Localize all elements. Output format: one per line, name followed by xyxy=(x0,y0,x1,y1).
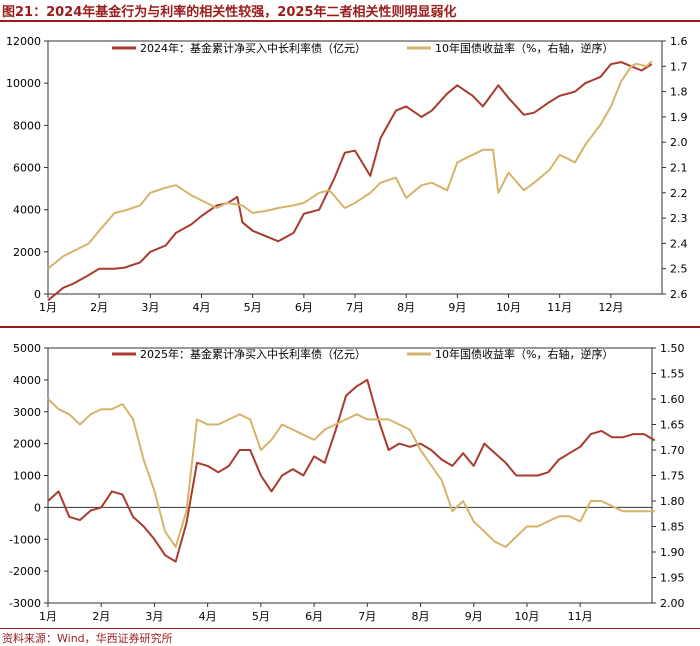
chart-2024: 0 2000 4000 6000 8000 10000 12000 1.6 1.7 1.8 1.9 2… xyxy=(6,35,688,314)
right-tick-label: 2.0 xyxy=(670,136,688,149)
right-tick-label: 1.70 xyxy=(660,444,685,457)
left-tick-label: 3000 xyxy=(13,406,41,419)
left-tick-label: 4000 xyxy=(13,204,41,217)
left-tick-label: 2000 xyxy=(13,438,41,451)
chart-2025: -3000 -2000 -1000 0 1000 2000 3000 4000 5000 1.50… xyxy=(9,342,685,623)
x-tick-label: 8月 xyxy=(412,610,430,623)
fund-series-line xyxy=(47,61,653,302)
right-tick-label: 2.5 xyxy=(670,263,688,276)
left-tick-label: -2000 xyxy=(9,565,41,578)
x-tick-label: 4月 xyxy=(193,301,211,314)
left-tick-label: 4000 xyxy=(13,374,41,387)
right-tick-label: 1.55 xyxy=(660,368,685,381)
x-tick-label: 10月 xyxy=(514,610,539,623)
right-tick-label: 1.7 xyxy=(670,60,688,73)
x-tick-label: 4月 xyxy=(199,610,217,623)
x-tick-label: 3月 xyxy=(145,610,163,623)
top-rule xyxy=(0,20,700,22)
bottom-rule xyxy=(0,628,700,629)
x-tick-label: 11月 xyxy=(547,301,572,314)
x-tick-label: 6月 xyxy=(305,610,323,623)
left-tick-label: 5000 xyxy=(13,342,41,355)
left-tick-label: -3000 xyxy=(9,597,41,610)
x-tick-label: 10月 xyxy=(496,301,521,314)
right-tick-label: 2.6 xyxy=(670,288,688,301)
left-tick-label: 10000 xyxy=(6,77,41,90)
right-tick-label: 1.6 xyxy=(670,35,688,48)
plot-frame xyxy=(47,347,653,604)
left-tick-label: -1000 xyxy=(9,533,41,546)
right-tick-label: 1.9 xyxy=(670,111,688,124)
right-tick-label: 1.60 xyxy=(660,393,685,406)
x-tick-label: 1月 xyxy=(39,610,57,623)
x-tick-label: 5月 xyxy=(244,301,262,314)
x-tick-label: 2月 xyxy=(90,301,108,314)
x-tick-label: 9月 xyxy=(448,301,466,314)
right-tick-label: 2.1 xyxy=(670,162,688,175)
right-tick-label: 1.95 xyxy=(660,572,685,585)
right-tick-label: 1.80 xyxy=(660,495,685,508)
right-tick-label: 1.65 xyxy=(660,419,685,432)
left-tick-label: 1000 xyxy=(13,470,41,483)
right-tick-label: 2.2 xyxy=(670,187,688,200)
x-tick-label: 7月 xyxy=(346,301,364,314)
left-tick-label: 8000 xyxy=(13,119,41,132)
yield-series-line xyxy=(47,398,655,548)
source-note: 资料来源：Wind，华西证券研究所 xyxy=(2,632,173,645)
legend-label-fund: 2024年：基金累计净买入中长利率债（亿元） xyxy=(140,41,366,55)
x-tick-label: 11月 xyxy=(568,610,593,623)
right-tick-label: 1.50 xyxy=(660,342,685,355)
left-tick-label: 0 xyxy=(34,501,41,514)
x-tick-label: 9月 xyxy=(465,610,483,623)
x-tick-label: 8月 xyxy=(397,301,415,314)
x-tick-label: 3月 xyxy=(141,301,159,314)
x-tick-label: 7月 xyxy=(358,610,376,623)
left-tick-label: 6000 xyxy=(13,162,41,175)
legend-label-yield: 10年国债收益率（%，右轴，逆序） xyxy=(435,41,613,55)
x-tick-label: 1月 xyxy=(39,301,57,314)
legend-label-fund: 2025年：基金累计净买入中长利率债（亿元） xyxy=(140,347,366,361)
right-tick-label: 2.4 xyxy=(670,237,688,250)
fund-series-line xyxy=(47,378,656,563)
right-tick-label: 1.85 xyxy=(660,521,685,534)
left-tick-label: 2000 xyxy=(13,246,41,259)
right-tick-label: 1.8 xyxy=(670,86,688,99)
x-tick-label: 2月 xyxy=(92,610,110,623)
middle-rule xyxy=(0,326,700,328)
x-tick-label: 6月 xyxy=(295,301,313,314)
right-tick-label: 1.75 xyxy=(660,470,685,483)
right-tick-label: 2.00 xyxy=(660,597,685,610)
right-tick-label: 2.3 xyxy=(670,212,688,225)
yield-series-line xyxy=(47,60,653,270)
figure-title: 图21：2024年基金行为与利率的相关性较强，2025年二者相关性则明显弱化 xyxy=(2,5,457,20)
x-tick-label: 5月 xyxy=(252,610,270,623)
x-tick-label: 12月 xyxy=(598,301,623,314)
left-tick-label: 0 xyxy=(34,288,41,301)
left-tick-label: 12000 xyxy=(6,35,41,48)
legend-label-yield: 10年国债收益率（%，右轴，逆序） xyxy=(435,347,613,361)
plot-frame xyxy=(47,40,663,295)
right-tick-label: 1.90 xyxy=(660,546,685,559)
